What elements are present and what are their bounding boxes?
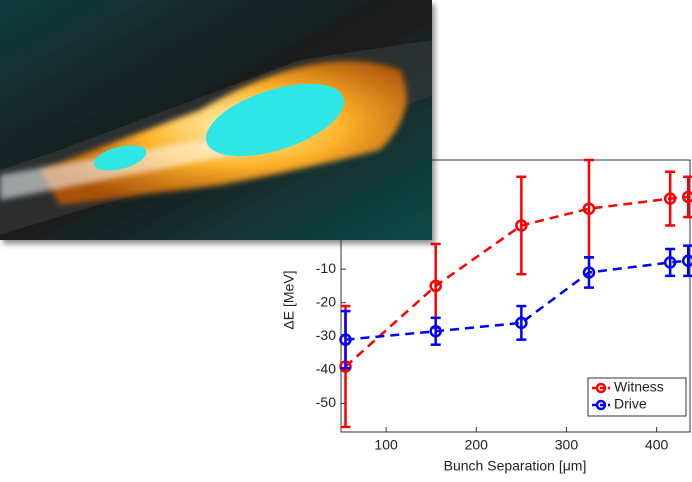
page: {"chart_data": {"type": "line", "x_label…	[0, 0, 692, 482]
y-tick-label: -50	[316, 394, 336, 410]
illustration	[0, 0, 440, 250]
legend-label: Drive	[614, 396, 647, 412]
x-tick-label: 400	[645, 437, 669, 453]
x-tick-label: 300	[555, 437, 579, 453]
y-tick-label: -30	[316, 327, 336, 343]
x-tick-label: 200	[465, 437, 489, 453]
y-tick-label: -40	[316, 361, 336, 377]
y-tick-label: -10	[316, 260, 336, 276]
x-axis-label: Bunch Separation [μm]	[444, 458, 587, 474]
x-tick-label: 100	[374, 437, 398, 453]
y-tick-label: -20	[316, 293, 336, 309]
legend-label: Witness	[614, 379, 664, 395]
y-axis-label: ΔE [MeV]	[281, 270, 297, 329]
